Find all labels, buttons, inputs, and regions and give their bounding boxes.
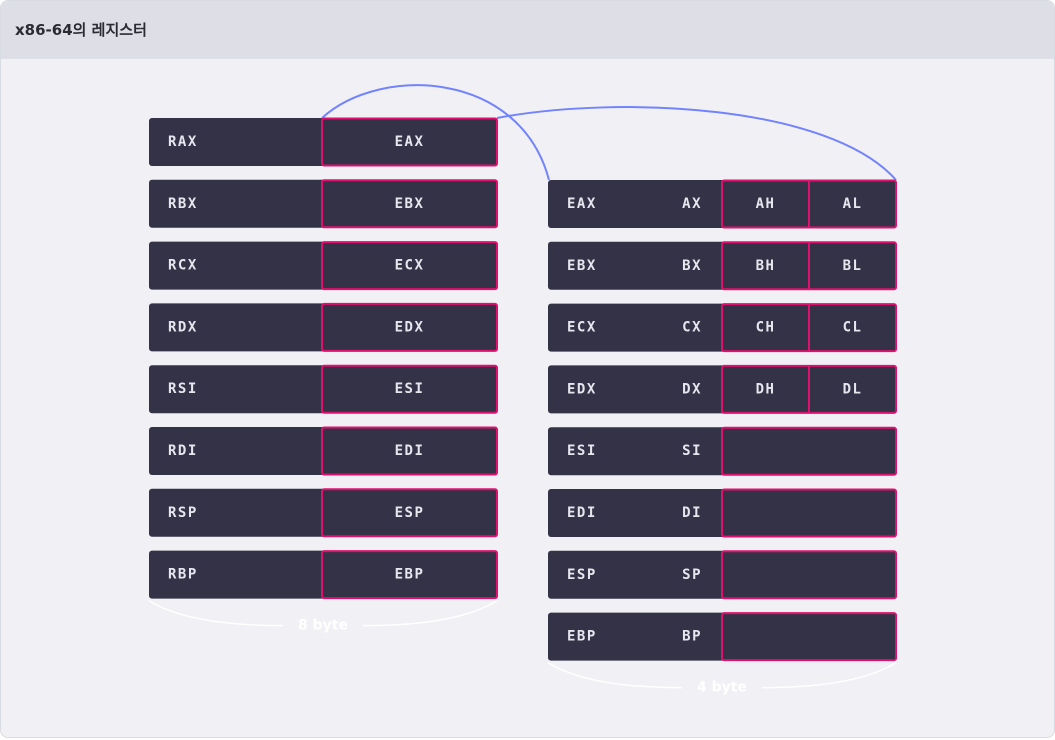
register-64bit-label: RAX (168, 134, 198, 150)
register-16bit-label: SP (682, 567, 702, 583)
register-high-byte-label: AH (756, 196, 776, 212)
register-64bit-label: RBX (168, 196, 198, 212)
register-16bit-label: BX (682, 258, 702, 274)
connector-rax-eax-to-eax (321, 84, 550, 181)
register-32bit-label: EBX (395, 196, 425, 212)
register-32bit-label: ESP (567, 567, 597, 583)
register-64bit-label: RBP (168, 567, 198, 583)
register-32bit-label: EBX (567, 258, 597, 274)
register-high-byte-label: CH (756, 320, 776, 336)
register-64bit-label: RDX (168, 319, 198, 335)
connector-eax-end-to-al (496, 106, 897, 181)
register-32bit-label: EDI (567, 505, 597, 521)
size-brace-right (547, 661, 897, 689)
register-high-byte-label: BH (756, 258, 776, 274)
register-16bit-label: CX (682, 320, 702, 336)
left-row-32bit-highlight (321, 550, 498, 600)
register-64bit-label: RDI (168, 443, 198, 459)
size-label-8-byte: 8 byte (298, 618, 348, 634)
register-32bit-label: EAX (395, 134, 425, 150)
register-32bit-label: ECX (567, 320, 597, 336)
register-32bit-label: ESP (395, 505, 425, 521)
register-32bit-label: EBP (395, 567, 425, 583)
register-16bit-label: AX (682, 196, 702, 212)
register-64bit-label: RSI (168, 381, 198, 397)
register-32bit-label: ECX (395, 258, 425, 274)
left-row-32bit-highlight (321, 117, 498, 167)
register-32bit-label: ESI (567, 443, 597, 459)
register-64bit-label: RSP (168, 505, 198, 521)
header-bar: x86-64의 레지스터 (1, 1, 1054, 59)
page-title: x86-64의 레지스터 (15, 21, 147, 39)
left-row-32bit-highlight (321, 241, 498, 291)
register-low-byte-label: CL (843, 320, 863, 336)
right-row-16bit-highlight (721, 488, 897, 538)
register-low-byte-label: BL (843, 258, 863, 274)
left-row-32bit-highlight (321, 364, 498, 414)
left-row-32bit-highlight (321, 179, 498, 229)
register-16bit-label: DI (682, 505, 702, 521)
right-row-16bit-highlight (721, 426, 897, 476)
left-row-32bit-highlight (321, 488, 498, 538)
register-32bit-label: EDX (567, 381, 597, 397)
size-label-4-byte: 4 byte (697, 680, 747, 696)
size-brace-left (148, 599, 498, 627)
register-16bit-label: SI (682, 443, 702, 459)
register-64bit-label: RCX (168, 258, 198, 274)
register-32bit-label: ESI (395, 381, 425, 397)
right-row-16bit-highlight (721, 550, 897, 600)
right-row-16bit-highlight (721, 612, 897, 662)
register-32bit-label: EDI (395, 443, 425, 459)
register-low-byte-label: AL (843, 196, 863, 212)
register-32bit-label: EDX (395, 319, 425, 335)
register-32bit-label: EAX (567, 196, 597, 212)
register-high-byte-label: DH (756, 381, 776, 397)
register-16bit-label: BP (682, 629, 702, 645)
register-low-byte-label: DL (843, 381, 863, 397)
register-32bit-label: EBP (567, 629, 597, 645)
left-row-32bit-highlight (321, 302, 498, 352)
register-16bit-label: DX (682, 381, 702, 397)
left-row-32bit-highlight (321, 426, 498, 476)
